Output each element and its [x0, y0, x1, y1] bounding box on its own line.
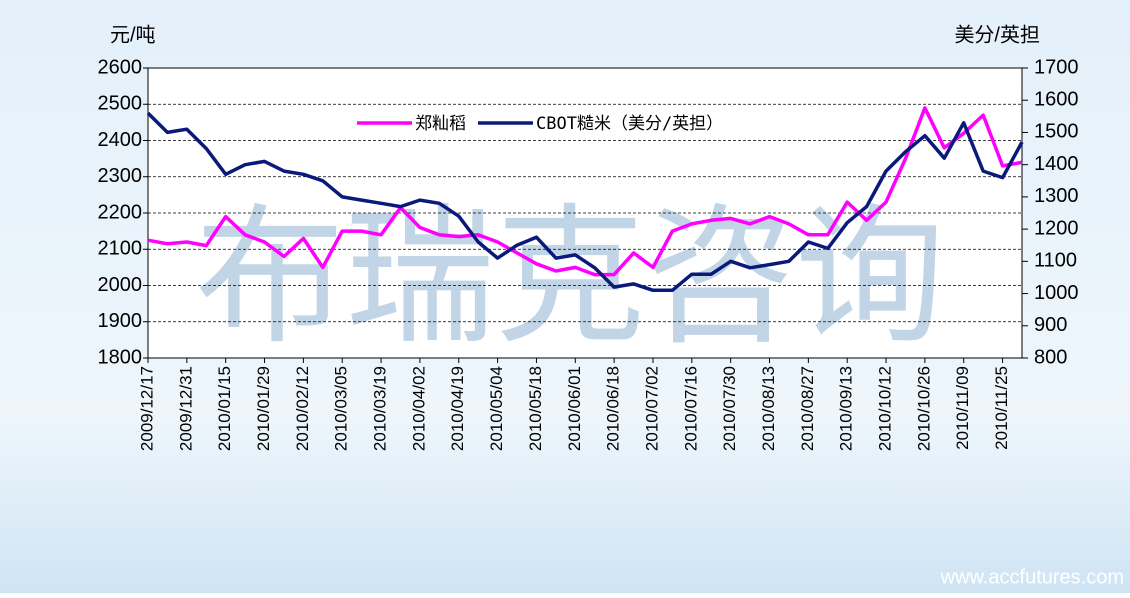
- y-tick-label: 2000: [98, 274, 143, 296]
- x-tick-label: 2010/05/18: [526, 366, 545, 451]
- series-line: [146, 111, 1024, 293]
- y2-tick-label: 1200: [1034, 217, 1079, 239]
- y2-tick-label: 1500: [1034, 121, 1079, 143]
- y-tick-label: 2300: [98, 165, 143, 187]
- x-tick-label: 2010/07/16: [681, 366, 700, 451]
- legend-label: 郑籼稻: [415, 114, 466, 134]
- x-tick-label: 2010/09/13: [837, 366, 856, 451]
- y2-tick-label: 900: [1034, 314, 1067, 336]
- y2-tick-label: 1700: [1034, 56, 1079, 78]
- x-tick-label: 2010/03/05: [332, 366, 351, 451]
- x-tick-label: 2010/06/18: [604, 366, 623, 451]
- x-tick-label: 2010/04/02: [409, 366, 428, 451]
- series-line: [147, 106, 1023, 277]
- watermark: 布瑞克咨询: [195, 191, 945, 365]
- x-tick-label: 2010/10/26: [914, 366, 933, 451]
- x-tick-label: 2010/08/27: [798, 366, 817, 451]
- x-tick-label: 2010/02/12: [293, 366, 312, 451]
- y2-axis-label: 美分/英担: [954, 23, 1040, 46]
- x-tick-label: 2010/03/19: [371, 366, 390, 451]
- y2-tick-label: 1400: [1034, 153, 1079, 175]
- y-axis-label: 元/吨: [110, 23, 156, 46]
- x-tick-label: 2010/10/12: [876, 366, 895, 451]
- y-tick-label: 2500: [98, 93, 143, 115]
- x-tick-label: 2010/07/02: [642, 366, 661, 451]
- x-tick-label: 2010/01/29: [254, 366, 273, 451]
- y-tick-label: 1800: [98, 346, 143, 368]
- y-tick-label: 2600: [98, 56, 143, 78]
- legend: 郑籼稻 CBOT糙米（美分/英担）: [357, 114, 723, 134]
- y-tick-label: 2400: [98, 129, 143, 151]
- source: www.accfutures.com: [940, 566, 1124, 588]
- x-tick-label: 2009/12/17: [137, 366, 156, 451]
- x-tick-label: 2010/06/01: [565, 366, 584, 451]
- x-tick-label: 2010/05/04: [487, 366, 506, 451]
- legend-label: CBOT糙米（美分/英担）: [536, 114, 723, 134]
- x-tick-label: 2010/04/19: [448, 366, 467, 451]
- x-tick-label: 2010/08/13: [759, 366, 778, 451]
- y-tick-label: 2100: [98, 238, 143, 260]
- y2-tick-label: 1100: [1034, 250, 1077, 272]
- y2-tick-label: 800: [1034, 346, 1067, 368]
- y-tick-label: 2200: [98, 201, 143, 223]
- x-tick-label: 2010/07/30: [720, 366, 739, 451]
- x-tick-label: 2010/11/09: [953, 366, 972, 450]
- y2-tick-label: 1000: [1034, 282, 1079, 304]
- x-tick-label: 2010/11/25: [992, 366, 1011, 450]
- y2-tick-label: 1300: [1034, 185, 1079, 207]
- x-tick-label: 2009/12/31: [176, 366, 195, 451]
- x-tick-label: 2010/01/15: [215, 366, 234, 451]
- y2-tick-label: 1600: [1034, 89, 1079, 111]
- y-tick-label: 1900: [98, 310, 143, 332]
